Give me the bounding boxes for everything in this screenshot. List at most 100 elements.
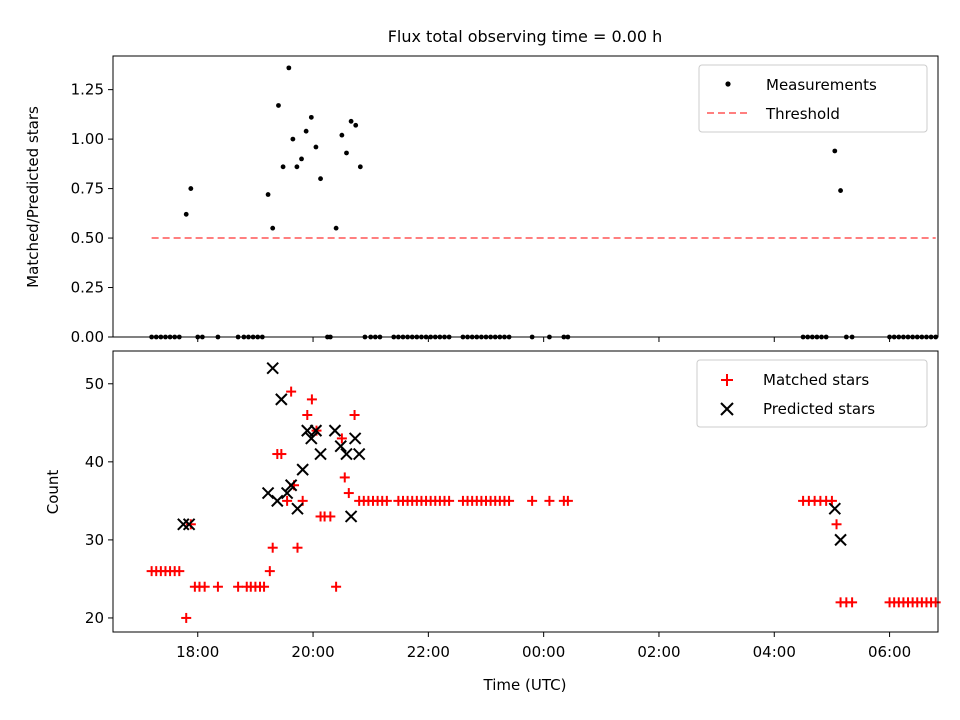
matched-star-point	[504, 495, 515, 506]
predicted-star-point	[314, 447, 327, 461]
matched-star-point	[562, 495, 573, 506]
x-tick-label: 04:00	[753, 643, 796, 661]
y-tick-label: 30	[85, 531, 104, 549]
matched-star-point	[343, 488, 354, 499]
top-chart-title: Flux total observing time = 0.00 h	[388, 27, 663, 46]
predicted-star-point	[275, 393, 288, 406]
legend-predicted-marker	[720, 402, 734, 416]
measurement-point	[276, 103, 281, 108]
bottom-x-axis-label: Time (UTC)	[483, 676, 567, 694]
predicted-star-point	[261, 486, 275, 500]
top-x-ticks	[197, 337, 891, 342]
matched-star-point	[306, 394, 317, 405]
measurement-point	[353, 122, 359, 128]
predicted-star-point	[291, 502, 304, 515]
matched-star-point	[259, 581, 270, 592]
predicted-star-point	[280, 486, 294, 500]
y-tick-label: 50	[85, 375, 104, 393]
x-tick-label: 00:00	[522, 643, 565, 661]
matched-star-point	[847, 597, 858, 608]
measurement-point	[838, 188, 843, 193]
x-tick-label: 06:00	[868, 643, 911, 661]
measurement-point	[280, 164, 286, 170]
y-tick-label: 1.00	[71, 130, 104, 148]
predicted-star-point	[834, 533, 847, 547]
bottom-y-axis-label: Count	[44, 470, 62, 515]
measurement-point	[183, 211, 189, 217]
predicted-star-point	[344, 510, 358, 523]
bottom-legend: Matched stars Predicted stars	[696, 359, 928, 428]
bottom-axes-frame	[112, 350, 939, 633]
predicted-star-point	[334, 440, 347, 453]
measurement-point	[299, 156, 304, 162]
matched-star-point	[282, 495, 293, 506]
bottom-legend-box	[696, 359, 928, 428]
matched-star-point	[381, 495, 392, 506]
matched-star-point	[292, 542, 303, 553]
y-tick-label: 1.25	[71, 81, 104, 99]
legend-measurements-label: Measurements	[766, 76, 877, 94]
matched-star-point	[286, 386, 297, 397]
top-y-axis-label: Matched/Predicted stars	[24, 106, 42, 288]
top-panel: Flux total observing time = 0.00 h 0.000…	[24, 27, 939, 346]
measurement-point	[832, 148, 838, 154]
y-tick-label: 40	[85, 453, 104, 471]
matched-star-point	[212, 581, 223, 592]
predicted-star-point	[348, 432, 362, 445]
y-tick-label: 0.00	[71, 328, 104, 346]
measurement-point	[270, 225, 276, 231]
matched-star-point	[831, 519, 842, 530]
matched-star-point	[325, 511, 336, 522]
x-tick-label: 02:00	[637, 643, 680, 661]
predicted-star-point	[182, 518, 196, 531]
matched-star-point	[339, 472, 350, 483]
predicted-star-point	[328, 424, 342, 437]
measurement-point	[313, 144, 319, 150]
bottom-y-ticks: 20 30 40 50	[85, 375, 113, 627]
top-legend-box	[698, 64, 928, 133]
predicted-star-point	[309, 424, 323, 437]
matched-star-point	[174, 566, 185, 577]
matched-star-point	[349, 410, 360, 421]
y-tick-label: 20	[85, 609, 104, 627]
top-y-ticks: 0.00 0.25 0.50 0.75 1.00 1.25	[71, 81, 113, 346]
legend-threshold-label: Threshold	[765, 105, 840, 123]
predicted-star-point	[340, 447, 353, 461]
measurement-point	[333, 225, 339, 231]
matched-star-point	[527, 495, 538, 506]
legend-measurements-marker	[725, 81, 731, 87]
legend-predicted-label: Predicted stars	[763, 400, 875, 418]
matched-star-point	[181, 612, 192, 623]
x-tick-label: 22:00	[407, 643, 450, 661]
measurement-point	[308, 114, 314, 120]
y-tick-label: 0.75	[71, 180, 104, 198]
matched-star-point	[264, 566, 275, 577]
y-tick-label: 0.50	[71, 229, 104, 247]
predicted-star-point	[296, 463, 309, 476]
measurement-point	[318, 176, 323, 182]
y-tick-label: 0.25	[71, 279, 104, 297]
top-axes-frame	[112, 55, 939, 338]
predicted-star-point	[177, 518, 190, 531]
measurement-point	[344, 150, 349, 156]
matched-star-point	[302, 410, 313, 421]
measurement-point	[265, 192, 271, 197]
predicted-star-point	[828, 502, 842, 515]
matched-star-point	[267, 542, 278, 553]
matched-star-point	[199, 581, 210, 592]
matched-star-point	[276, 449, 287, 460]
measurement-point	[339, 132, 345, 138]
x-tick-label: 18:00	[176, 643, 219, 661]
predicted-star-point	[352, 447, 366, 461]
bottom-panel: 20 30 40 50 18:00 20:00 22:00 00:00 02:00 04:00 0…	[44, 350, 941, 694]
measurement-point	[303, 128, 309, 134]
x-tick-label: 20:00	[291, 643, 334, 661]
predicted-star-point	[284, 479, 298, 492]
bottom-marks	[146, 361, 941, 623]
predicted-star-point	[266, 361, 279, 375]
measurement-point	[357, 164, 363, 170]
matched-star-point	[233, 581, 244, 592]
bottom-x-ticks: 18:00 20:00 22:00 00:00 02:00 04:00 06:00	[176, 632, 911, 661]
measurement-point	[348, 118, 354, 124]
